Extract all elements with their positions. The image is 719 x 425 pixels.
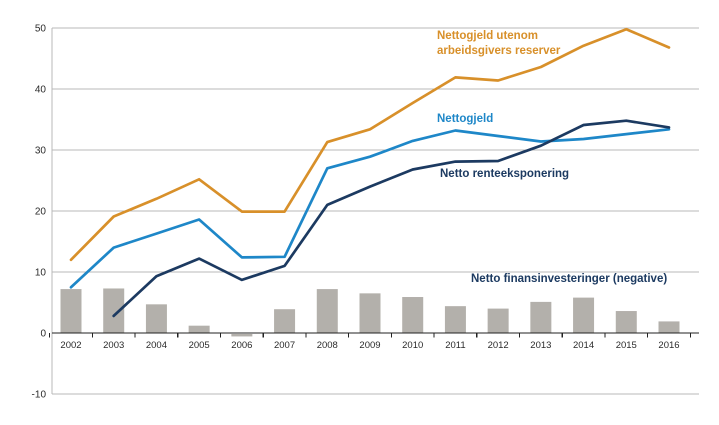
x-axis-label: 2012 (488, 340, 509, 351)
bar (444, 306, 466, 333)
x-axis-label: 2005 (189, 340, 210, 351)
bar (658, 321, 680, 333)
series-label-renteeksponering: Netto renteeksponering (440, 168, 570, 180)
y-axis-label: 40 (35, 85, 47, 96)
y-axis-label: 50 (35, 24, 47, 35)
bar (359, 293, 381, 333)
x-axis-label: 2015 (616, 340, 637, 351)
y-axis-label: 10 (35, 268, 47, 279)
bar (103, 288, 125, 333)
x-axis-label: 2014 (573, 340, 594, 351)
bar (60, 289, 82, 333)
bar (487, 308, 509, 333)
bar (188, 325, 210, 333)
y-axis-label: 30 (35, 146, 47, 157)
line-series (112, 119, 671, 318)
x-axis-label: 2003 (103, 340, 124, 351)
x-axis-label: 2010 (402, 340, 423, 351)
y-axis-label: 0 (40, 329, 46, 340)
bar (274, 309, 296, 333)
bar (316, 289, 338, 333)
x-axis-label: 2007 (274, 340, 295, 351)
series-label-finansinvesteringer: Netto finansinvesteringer (negative) (471, 273, 668, 285)
x-axis-label: 2009 (359, 340, 380, 351)
bar (615, 311, 637, 333)
series-label-nettogjeld: Nettogjeld (437, 113, 494, 125)
y-axis-label: 20 (35, 207, 47, 218)
x-axis-label: 2006 (231, 340, 252, 351)
bar (573, 297, 595, 333)
series-label-nettogjeld-utenom: Nettogjeld utenom arbeidsgivers reserver (437, 29, 560, 59)
series-label-line: Nettogjeld utenom (437, 30, 538, 42)
bar (402, 297, 424, 333)
line-series (69, 27, 671, 262)
x-axis-label: 2013 (530, 340, 551, 351)
x-axis-label: 2002 (60, 340, 81, 351)
line-series (69, 127, 671, 289)
bar (145, 304, 167, 333)
x-axis-label: 2011 (445, 340, 465, 351)
bar (231, 334, 253, 337)
y-axis-label: -10 (32, 390, 47, 401)
series-label-line: arbeidsgivers reserver (437, 45, 561, 57)
bar (530, 301, 552, 333)
x-axis-label: 2008 (317, 340, 338, 351)
x-axis-label: 2004 (146, 340, 167, 351)
x-axis-label: 2016 (658, 340, 679, 351)
